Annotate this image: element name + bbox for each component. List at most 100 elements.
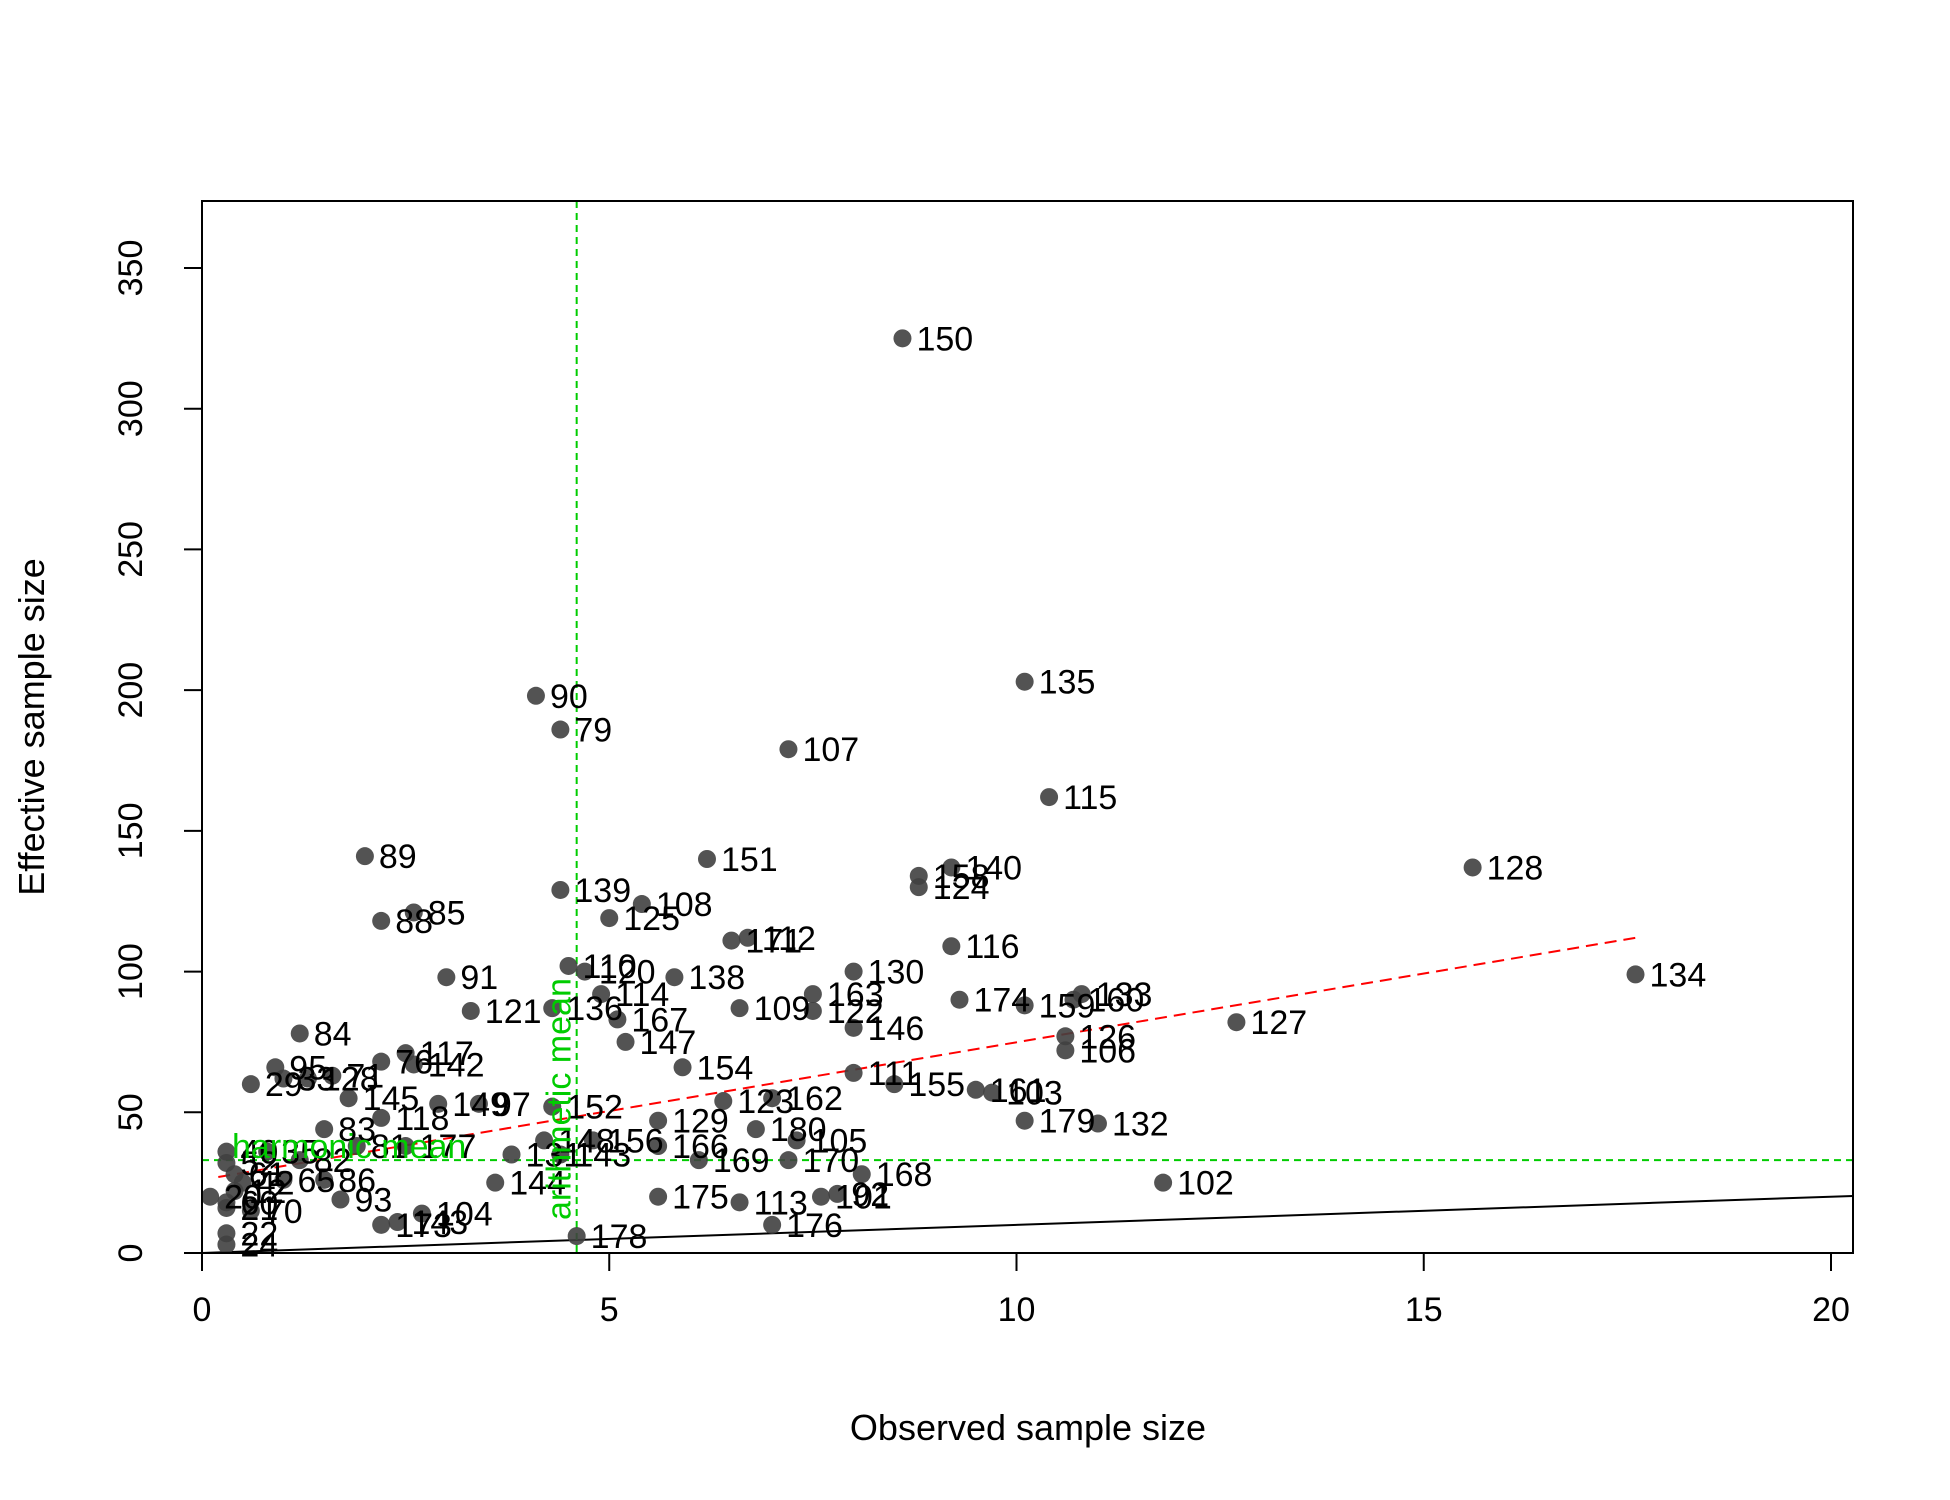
point-label: 91 (460, 959, 498, 997)
point-label: 108 (656, 886, 713, 924)
point-label: 127 (1250, 1004, 1307, 1042)
data-point (323, 1066, 342, 1085)
data-point (274, 1069, 293, 1088)
y-tick-label: 300 (112, 380, 150, 437)
data-point (1015, 1111, 1034, 1130)
y-axis: 0 50 100 150 200 250 300 350 (112, 240, 203, 1262)
data-point (697, 850, 716, 868)
point-label: 133 (1096, 976, 1153, 1014)
data-point (852, 1165, 871, 1184)
point-label: 52 (240, 1145, 278, 1183)
data-point (274, 1170, 293, 1189)
point-label: 110 (583, 948, 637, 986)
point-label: 109 (754, 990, 811, 1028)
point-label: 118 (395, 1100, 449, 1138)
data-point (1463, 858, 1482, 877)
data-point (372, 1215, 391, 1234)
data-point (844, 1063, 863, 1082)
data-point (217, 1224, 236, 1243)
data-point (779, 740, 798, 759)
point-label: 33 (297, 1061, 335, 1099)
data-point (632, 895, 651, 914)
point-label: 113 (754, 1184, 808, 1222)
data-point (217, 1142, 236, 1161)
point-label: 90 (550, 678, 588, 716)
point-label: 162 (786, 1080, 843, 1118)
point-label: 175 (672, 1179, 729, 1217)
point-label: 123 (737, 1083, 794, 1121)
point-label: 105 (811, 1122, 868, 1160)
point-label: 154 (697, 1049, 754, 1087)
points-layer (201, 329, 1645, 1254)
point-label: 22 (240, 1215, 278, 1253)
data-point (1040, 788, 1059, 807)
point-label: 148 (558, 1122, 615, 1160)
data-point (689, 1151, 708, 1170)
point-label: 179 (1039, 1103, 1096, 1141)
point-label: 168 (876, 1156, 933, 1194)
point-label: 138 (688, 959, 745, 997)
point-label: 79 (574, 712, 612, 750)
data-point (331, 1190, 350, 1209)
point-label: 101 (835, 1179, 892, 1217)
harmonic-mean-label: harmonic mean (232, 1128, 466, 1166)
data-point (429, 1094, 448, 1113)
data-point (461, 1001, 480, 1020)
data-point (290, 1151, 309, 1170)
data-point (404, 903, 423, 922)
data-point (551, 1145, 570, 1164)
point-label: 150 (916, 320, 973, 358)
point-label: 124 (933, 869, 990, 907)
data-point (909, 878, 928, 897)
data-point (388, 1213, 407, 1232)
data-point (315, 1120, 334, 1139)
point-label: 82 (314, 1142, 352, 1180)
data-point (551, 880, 570, 899)
point-label: 95 (289, 1049, 327, 1087)
data-point (469, 1094, 488, 1113)
point-label: 128 (322, 1061, 379, 1099)
point-label: 24 (240, 1227, 278, 1265)
data-point (673, 1058, 692, 1077)
identity-line (201, 1194, 1854, 1254)
data-point (396, 1137, 415, 1156)
data-point (942, 858, 961, 877)
data-point (616, 1032, 635, 1051)
point-label: 29 (265, 1066, 303, 1104)
point-label: 89 (379, 838, 417, 876)
data-point (1056, 1027, 1075, 1046)
trend-line (218, 936, 1636, 1179)
data-point (844, 962, 863, 981)
x-tick-label: 0 (193, 1291, 212, 1329)
point-label: 120 (599, 954, 656, 992)
point-label: 12 (249, 1173, 287, 1211)
point-label: 159 (1039, 987, 1096, 1025)
arithmetic-mean-label: arithmetic mean (541, 978, 579, 1220)
data-point (339, 1089, 358, 1108)
x-tick-label: 15 (1405, 1291, 1443, 1329)
point-label: 104 (436, 1196, 493, 1234)
x-tick-label: 20 (1812, 1291, 1850, 1329)
data-point (486, 1173, 505, 1192)
y-tick-label: 350 (112, 240, 150, 297)
point-label: 177 (420, 1128, 477, 1166)
point-label: 130 (868, 954, 925, 992)
point-label: 121 (485, 993, 542, 1031)
point-label: 88 (395, 903, 433, 941)
data-point (950, 990, 969, 1009)
point-label: 161 (990, 1072, 1047, 1110)
data-point (1626, 965, 1645, 984)
point-label: 166 (672, 1128, 729, 1166)
point-label: 85 (428, 894, 466, 932)
data-point (315, 1170, 334, 1189)
y-tick-label: 100 (112, 943, 150, 1000)
data-point (1064, 990, 1083, 1009)
data-point (298, 1069, 317, 1088)
data-point (1088, 1114, 1107, 1133)
point-label: 61 (249, 1156, 287, 1194)
point-label: 132 (1112, 1106, 1169, 1144)
data-point (258, 1142, 277, 1161)
x-axis: 0 5 10 15 20 (193, 1252, 1850, 1329)
